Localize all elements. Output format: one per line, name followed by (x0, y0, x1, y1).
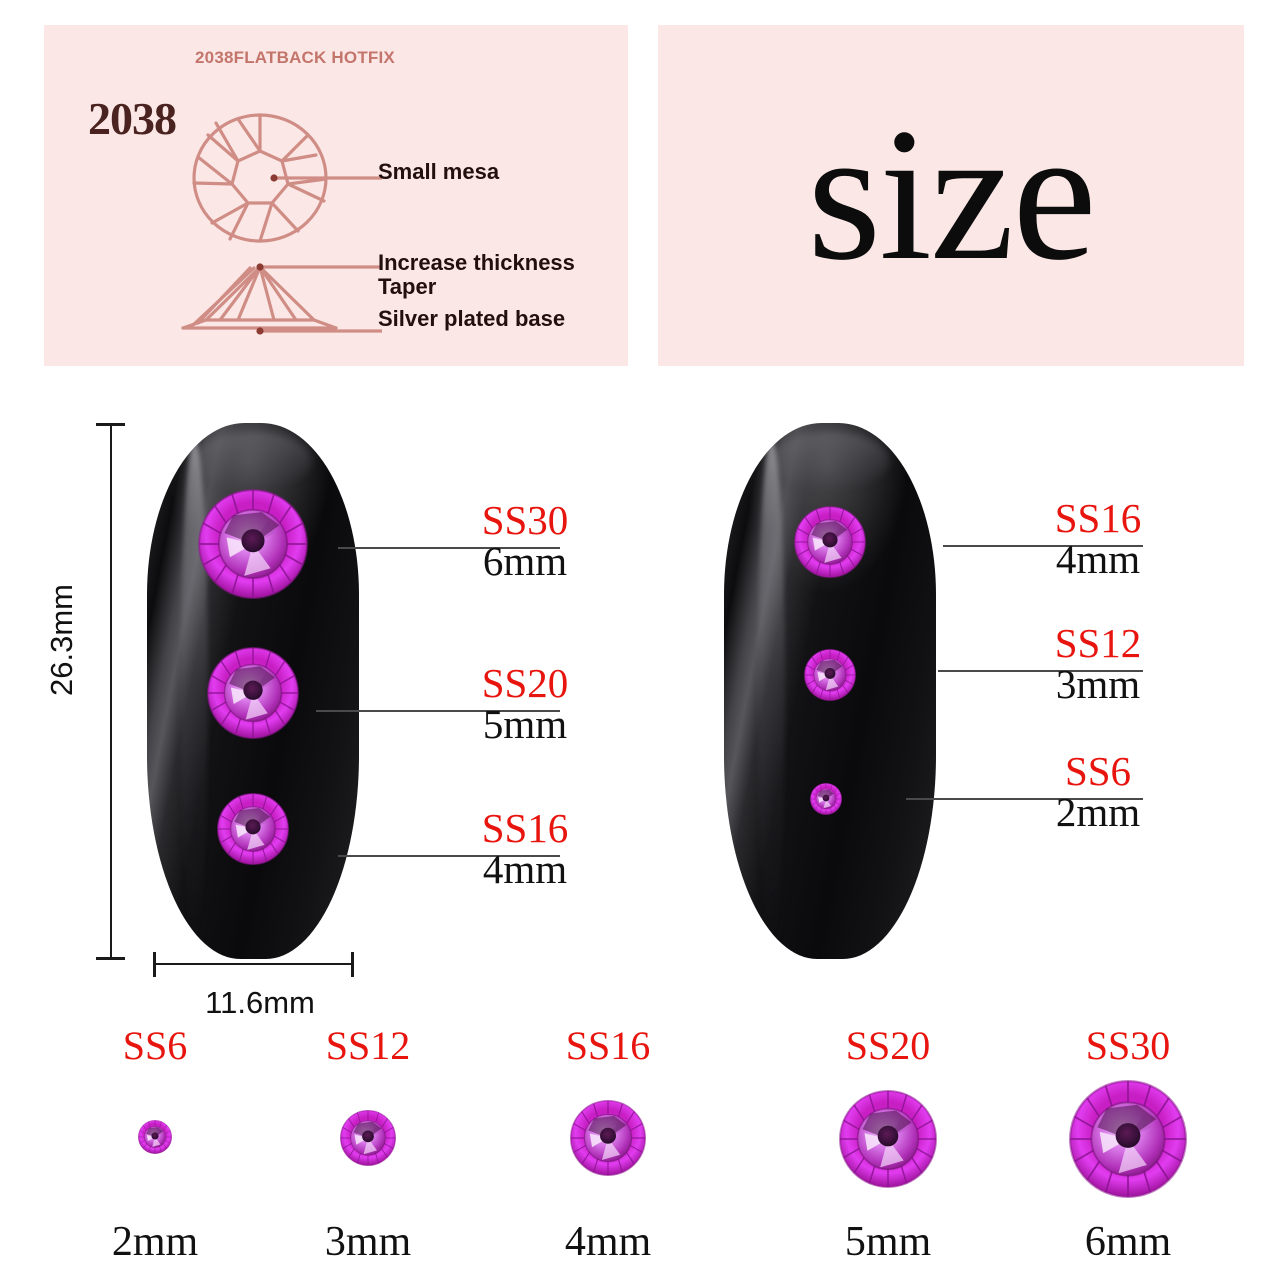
label-ss30: SS30 6mm (440, 500, 610, 582)
swatch-ss30-mm: 6mm (1084, 1219, 1172, 1265)
label-ss20-code: SS20 (481, 660, 569, 706)
label-ss30-mm: 6mm (482, 538, 568, 584)
swatch-ss20-mm: 5mm (844, 1219, 932, 1265)
width-dimension-cap-left (153, 952, 156, 977)
gem-ss20-on-nail (207, 647, 299, 739)
label-ss6-right: SS6 2mm (1018, 751, 1178, 833)
side-view-taper (202, 264, 318, 322)
label-ss16-right-mm: 4mm (1055, 536, 1141, 582)
width-dimension-line (153, 963, 354, 965)
gem-ss12-on-nail-right (804, 649, 856, 701)
label-ss16-right-code: SS16 (1054, 495, 1142, 541)
leader-ss16 (338, 855, 560, 857)
label-ss6-right-code: SS6 (1064, 748, 1132, 794)
label-ss12-right-mm: 3mm (1055, 661, 1141, 707)
swatch-ss6-code: SS6 (122, 1023, 188, 1068)
swatch-ss20-gem (838, 1089, 938, 1193)
label-ss6-right-mm: 2mm (1055, 789, 1141, 835)
flatback-info-panel (44, 25, 628, 366)
swatch-ss16-gem (570, 1100, 646, 1181)
swatch-ss12-gem (339, 1110, 397, 1171)
label-ss12-right-code: SS12 (1054, 620, 1142, 666)
label-ss16-left: SS16 4mm (440, 808, 610, 890)
swatch-ss6-gem (137, 1119, 173, 1159)
label-ss30-code: SS30 (481, 497, 569, 543)
swatch-ss12-mm: 3mm (324, 1219, 412, 1265)
callout-small-mesa: Small mesa (378, 159, 500, 184)
leader-ss30 (338, 547, 560, 549)
nail-top-highlight (193, 431, 313, 490)
small-mesa-polygon (230, 149, 290, 205)
gem-ss16-on-nail (217, 793, 289, 865)
swatch-ss20-code: SS20 (845, 1023, 931, 1068)
height-dimension-cap-top (96, 423, 125, 426)
swatch-ss12-code: SS12 (325, 1023, 411, 1068)
height-dimension-cap-bottom (96, 957, 125, 960)
height-dimension-line (110, 423, 112, 960)
swatch-ss6-mm: 2mm (111, 1219, 199, 1265)
size-heading: size (807, 89, 1096, 300)
product-code-label: 2038 (88, 93, 177, 144)
swatch-ss30-code: SS30 (1085, 1023, 1171, 1068)
swatch-ss30-gem (1069, 1080, 1187, 1203)
gem-ss30-on-nail (198, 489, 308, 599)
leader-ss6-right (906, 798, 1143, 800)
size-word-panel (658, 25, 1244, 366)
swatch-ss16-mm: 4mm (564, 1219, 652, 1265)
callout-silver-plated-base: Silver plated base (378, 306, 566, 331)
nail-right-top-highlight (770, 431, 890, 490)
callout-increase-thickness: Increase thickness (378, 250, 575, 275)
leader-ss12-right (938, 670, 1143, 672)
leader-ss16-right (943, 545, 1143, 547)
flatback-structure-diagram (181, 113, 382, 335)
label-ss16-left-mm: 4mm (482, 846, 568, 892)
leader-ss20 (316, 710, 560, 712)
callout-taper: Taper (378, 274, 437, 299)
gem-ss6-on-nail-right (810, 783, 842, 815)
swatch-ss16-code: SS16 (565, 1023, 651, 1068)
label-ss20: SS20 5mm (440, 663, 610, 745)
label-ss20-mm: 5mm (482, 701, 568, 747)
height-dimension-text: 26.3mm (44, 584, 79, 696)
label-ss12-right: SS12 3mm (1018, 623, 1178, 705)
nail-right-side-highlight (757, 439, 786, 943)
width-dimension-cap-right (351, 952, 354, 977)
label-ss16-right: SS16 4mm (1018, 498, 1178, 580)
width-dimension-text: 11.6mm (205, 985, 315, 1020)
panel-title: 2038FLATBACK HOTFIX (195, 48, 395, 67)
gem-ss16-on-nail-right (794, 506, 866, 578)
label-ss16-left-code: SS16 (481, 805, 569, 851)
